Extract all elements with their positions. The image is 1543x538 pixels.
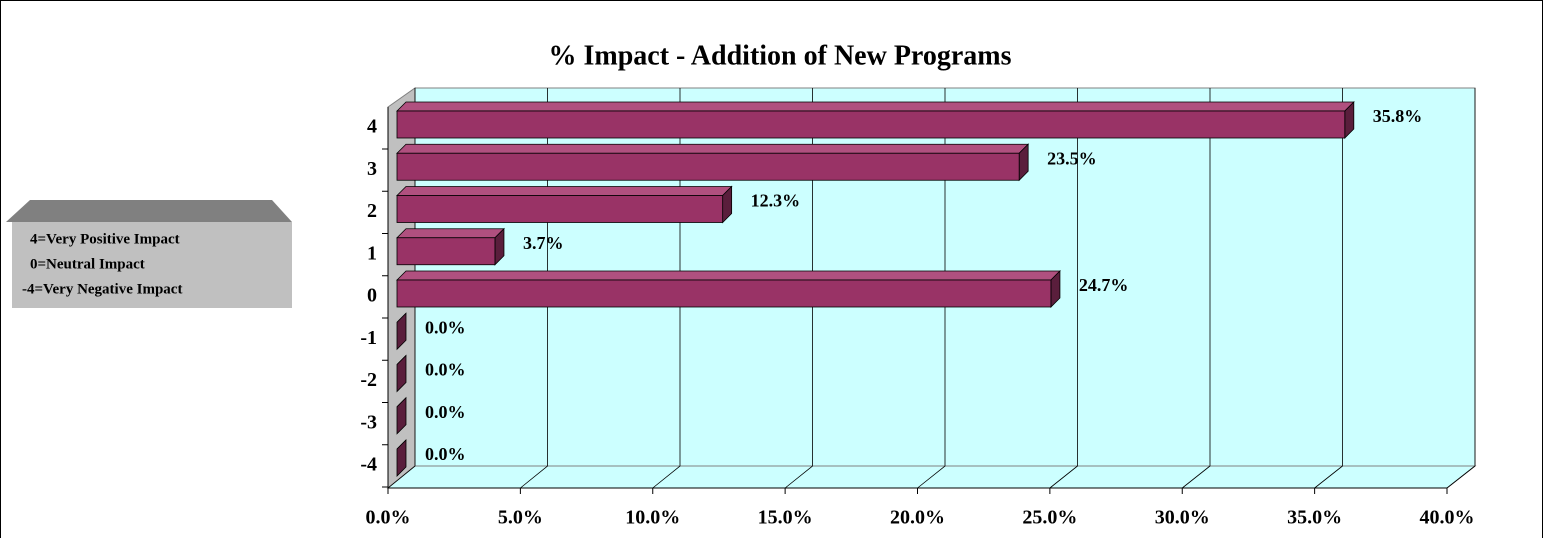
grid-line	[1314, 88, 1343, 489]
data-label: 35.8%	[1373, 106, 1423, 126]
y-tick-label: 4	[367, 116, 377, 138]
y-tick-label: -2	[360, 369, 377, 391]
annotation: 0=Neutral Impact	[30, 256, 145, 272]
bar-top	[396, 186, 733, 196]
y-tick-label: 0	[367, 285, 377, 307]
y-tick-label: -3	[360, 411, 377, 433]
x-tick-label: 15.0%	[758, 507, 813, 529]
data-label: 0.0%	[425, 402, 466, 422]
bar-top	[396, 101, 1355, 112]
bar	[396, 237, 496, 266]
x-tick-label: 40.0%	[1420, 507, 1475, 529]
bar-side	[396, 439, 407, 477]
bar	[396, 152, 1020, 181]
legend-box	[12, 222, 292, 308]
chart-title: % Impact - Addition of New Programs	[548, 40, 1011, 71]
bar-side	[396, 354, 407, 393]
data-label: 0.0%	[425, 444, 466, 464]
bar-top	[396, 270, 1061, 281]
bar	[396, 195, 724, 223]
data-label: 0.0%	[425, 360, 466, 380]
y-tick-label: -1	[360, 327, 377, 349]
x-tick-label: 10.0%	[625, 507, 680, 529]
annotation: 4=Very Positive Impact	[30, 231, 180, 247]
bar	[396, 110, 1346, 139]
annotation: -4=Very Negative Impact	[22, 281, 182, 297]
grid-line	[1049, 88, 1078, 489]
data-label: 0.0%	[425, 317, 466, 337]
data-label: 12.3%	[751, 191, 801, 211]
data-label: 3.7%	[523, 233, 564, 253]
bar-side	[396, 396, 407, 435]
x-tick-label: 20.0%	[890, 507, 945, 529]
bar	[396, 279, 1052, 308]
grid-line	[917, 88, 946, 489]
x-tick-label: 35.0%	[1287, 507, 1342, 529]
bar-side	[396, 312, 407, 351]
data-label: 24.7%	[1079, 275, 1129, 295]
x-tick-label: 25.0%	[1022, 507, 1077, 529]
x-tick-label: 5.0%	[498, 507, 543, 529]
y-tick-label: 2	[367, 200, 377, 222]
bar-top	[396, 143, 1030, 154]
y-tick-label: 1	[367, 242, 377, 264]
legend-top	[6, 200, 292, 222]
x-tick-label: 0.0%	[366, 507, 411, 529]
grid-line	[1182, 88, 1211, 489]
grid-line	[784, 88, 813, 489]
grid-line	[1446, 88, 1476, 489]
bar-top	[396, 228, 505, 239]
x-tick-label: 30.0%	[1155, 507, 1210, 529]
data-label: 23.5%	[1047, 148, 1097, 168]
y-tick-label: -4	[360, 454, 377, 476]
y-tick-label: 3	[367, 158, 377, 180]
